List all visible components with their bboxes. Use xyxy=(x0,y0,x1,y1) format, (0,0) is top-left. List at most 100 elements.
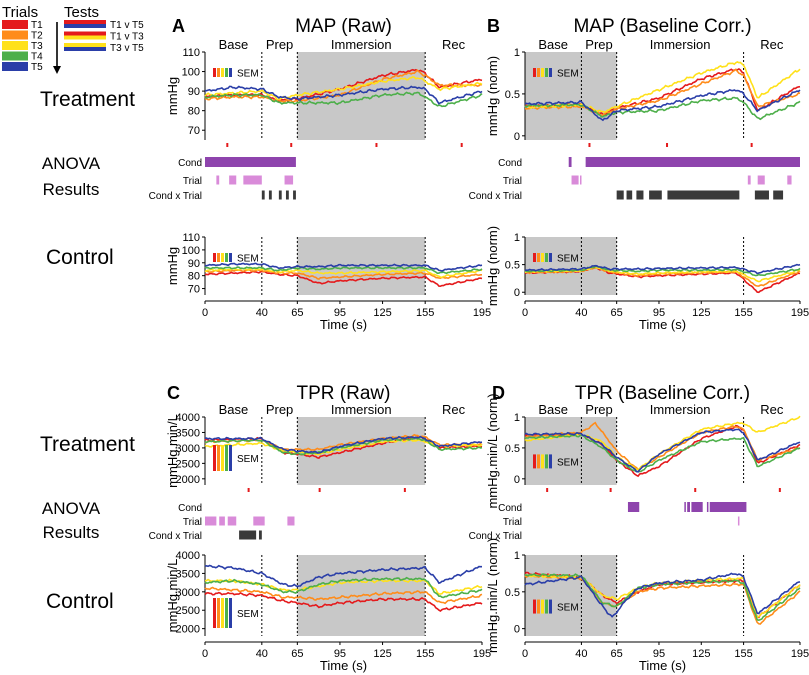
anova-row-label-1: Trial xyxy=(183,517,202,528)
series-line-t1 xyxy=(204,68,483,103)
sem-bar-t4 xyxy=(225,445,228,471)
x-tick-label: 65 xyxy=(611,648,623,660)
panel-title-a: MAP (Raw) xyxy=(295,16,392,37)
series-line-t3 xyxy=(204,267,483,279)
anova-row-label-1: Trial xyxy=(503,176,522,187)
sem-bar-t2 xyxy=(537,68,540,77)
phase-label-3: Rec xyxy=(760,402,784,417)
anova-segment xyxy=(687,502,690,512)
row-label-treatment-2: Treatment xyxy=(40,433,135,456)
x-tick-label: 125 xyxy=(373,307,391,319)
test-marker xyxy=(318,488,321,492)
x-tick-label: 155 xyxy=(416,307,434,319)
anova-segment xyxy=(253,516,265,526)
row-label-treatment: Treatment xyxy=(40,88,135,111)
y-tick-label: 1 xyxy=(514,47,520,59)
sem-label: SEM xyxy=(557,603,579,614)
test-marker xyxy=(247,488,250,492)
sem-bar-t5 xyxy=(549,68,552,77)
sem-label: SEM xyxy=(557,69,579,80)
series-line-t4 xyxy=(524,434,801,473)
anova-segment xyxy=(261,190,265,200)
series-line-t5 xyxy=(524,263,801,275)
y-tick-label: 110 xyxy=(182,47,200,59)
y-tick-label: 2500 xyxy=(176,458,200,470)
legend-trial-label-t5: T5 xyxy=(31,62,43,73)
sem-bar-t4 xyxy=(225,598,228,628)
panel-c: C TPR (Raw) Base Prep Immersion Rec 2000 2500 30… xyxy=(149,383,492,673)
anova-d: Cond Trial Cond x Trial xyxy=(469,502,747,542)
sem-label: SEM xyxy=(237,454,259,465)
x-axis-b: 0 40 65 95 125 155 195 Time (s) xyxy=(522,300,809,332)
x-axis-label: Time (s) xyxy=(320,317,367,332)
legend-test-label-1: T1 v T3 xyxy=(110,32,144,43)
anova-segment xyxy=(285,190,289,200)
legend-swatch-t3 xyxy=(2,41,28,50)
sem-bar-t1 xyxy=(213,445,216,471)
y-tick-label: 90 xyxy=(188,258,200,270)
sem-bar-t1 xyxy=(213,253,216,262)
anova-segment xyxy=(627,502,640,512)
panel-title-d: TPR (Baseline Corr.) xyxy=(575,383,750,404)
phase-label-1: Prep xyxy=(585,402,612,417)
series-line-t4 xyxy=(524,96,801,121)
y-tick-label: 110 xyxy=(182,232,200,244)
y-tick-label: 0 xyxy=(514,287,520,299)
sem-bar-t1 xyxy=(213,598,216,628)
x-tick-label: 65 xyxy=(291,648,303,660)
anova-segment xyxy=(757,175,765,185)
legend-swatch-t5 xyxy=(2,62,28,71)
anova-segment xyxy=(219,516,225,526)
immersion-shading xyxy=(525,417,617,485)
anova-segment xyxy=(667,190,740,200)
y-tick-label: 100 xyxy=(182,67,200,79)
y-tick-label: 4000 xyxy=(176,412,200,424)
y-tick-label: 100 xyxy=(182,245,200,257)
phase-label-2: Immersion xyxy=(650,402,711,417)
anova-segment xyxy=(649,190,662,200)
anova-segment xyxy=(691,502,703,512)
phase-label-1: Prep xyxy=(585,37,612,52)
anova-segment xyxy=(284,175,294,185)
x-axis-d: 0 40 65 95 125 155 195 Time (s) xyxy=(522,641,809,673)
sem-bar-t1 xyxy=(533,599,536,614)
legend-tests-title: Tests xyxy=(64,4,99,21)
x-tick-label: 0 xyxy=(202,648,208,660)
panel-letter-c: C xyxy=(167,383,180,403)
subplot-treat-a: 70 80 90 100 110 mmHg SEM xyxy=(165,47,483,140)
anova-segment xyxy=(293,190,296,200)
anova-segment xyxy=(737,516,740,526)
x-axis-label: Time (s) xyxy=(639,317,686,332)
y-tick-label: 2500 xyxy=(176,605,200,617)
anova-segment xyxy=(626,190,633,200)
anova-segment xyxy=(258,530,262,540)
y-tick-label: 0.5 xyxy=(505,89,520,101)
y-tick-label: 90 xyxy=(188,86,200,98)
y-tick-label: 80 xyxy=(188,271,200,283)
series-line-t4 xyxy=(204,437,483,456)
anova-segment xyxy=(227,516,237,526)
y-axis-label: mmHg.min/L xyxy=(165,559,180,633)
y-axis-label: mmHg xyxy=(165,247,180,285)
y-axis-label: mmHg (norm) xyxy=(485,56,500,136)
y-tick-label: 1 xyxy=(514,412,520,424)
legend-swatch-t1 xyxy=(2,20,28,29)
anova-segment xyxy=(773,190,784,200)
sem-bar-t5 xyxy=(549,599,552,614)
anova-segment xyxy=(278,190,282,200)
legend-swatch-t2 xyxy=(2,30,28,40)
phase-label-0: Base xyxy=(219,402,249,417)
anova-row-label-2: Cond x Trial xyxy=(149,191,202,202)
series-line-t2 xyxy=(204,69,483,104)
sem-bar-t3 xyxy=(221,598,224,628)
series-line-t2 xyxy=(204,586,483,605)
anova-row-label-0: Cond xyxy=(498,503,522,514)
sem-bar-t4 xyxy=(545,599,548,614)
legend-test-swatch-bottom-0 xyxy=(64,24,106,28)
phase-label-2: Immersion xyxy=(331,402,392,417)
anova-segment xyxy=(787,175,792,185)
sem-bar-t2 xyxy=(217,445,220,471)
test-marker xyxy=(694,488,697,492)
x-tick-label: 155 xyxy=(734,648,752,660)
